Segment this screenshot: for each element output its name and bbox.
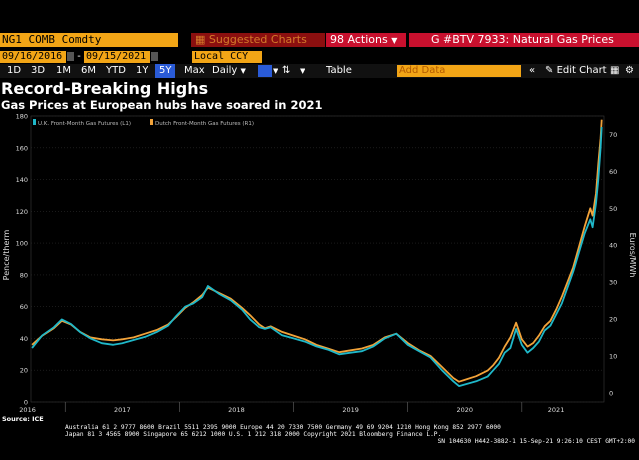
ticker-field[interactable]: NG1 COMB Comdty [0,33,178,47]
x-tick-label: 2018 [228,406,245,414]
chart-title: Record-Breaking Highs [1,79,209,98]
y-tick-label-right: 20 [609,315,617,323]
y-tick-label-right: 30 [609,279,617,287]
source-note: Source: ICE [2,415,44,423]
y-tick-label-left: 80 [20,271,28,279]
legend-swatch-uk [33,119,36,125]
y-ticks-left: 0 20 40 60 80 100 120 140 160 180 [16,113,28,407]
y-tick-label-right: 70 [609,131,617,139]
settings-icon[interactable]: ⚙ [625,65,634,76]
legend: U.K. Front-Month Gas Futures (L1) Dutch … [33,119,254,127]
range-1y[interactable]: 1Y [136,65,149,76]
range-6m[interactable]: 6M [81,65,96,76]
currency-select[interactable]: Local CCY [192,51,262,63]
add-data-input[interactable]: Add Data [397,65,521,77]
y-tick-label-right: 40 [609,242,617,250]
series-line-dutch [31,119,603,383]
x-tick-label: 2016 [19,406,36,414]
y-tick-label-left: 160 [16,144,28,152]
footer-line-3: SN 104630 H442-3882-1 15-Sep-21 9:26:10 … [437,438,635,445]
actions-button[interactable]: 98 Actions ▼ [326,33,406,47]
range-3d[interactable]: 3D [31,65,46,76]
y-tick-label-left: 0 [24,399,28,407]
grid [31,115,604,403]
y-ticks-right: 0 10 20 30 40 50 60 70 [609,131,617,397]
chart-svg: 0 20 40 60 80 100 120 140 160 180 0 10 20 30 40 50 60 70… [2,113,637,415]
series-line-uk [31,127,603,388]
range-ytd[interactable]: YTD [106,65,126,76]
y-tick-label-left: 40 [20,335,28,343]
calendar-icon[interactable] [67,52,74,61]
date-separator: - [76,51,82,62]
pencil-icon: ✎ [545,65,554,76]
options-icon[interactable]: ▦ [610,65,620,76]
plot-area [30,115,605,403]
collapse-icon[interactable]: « [529,65,536,76]
legend-label-uk: U.K. Front-Month Gas Futures (L1) [38,121,131,127]
actions-label: Actions [347,33,388,46]
y-tick-label-left: 20 [20,367,28,375]
start-date-field[interactable]: 09/16/2016 [0,51,66,63]
y-axis-label-left: Pence/therm [2,229,11,280]
dropdown-caret-icon: ▼ [240,67,246,75]
series-group [31,119,603,388]
x-tick-label: 2020 [456,406,473,414]
end-date-field[interactable]: 09/15/2021 [84,51,150,63]
chart-subtitle: Gas Prices at European hubs have soared … [1,98,323,112]
y-tick-label-right: 10 [609,352,617,360]
frequency-label: Daily [212,65,238,76]
line-chart-icon[interactable] [258,65,272,77]
suggested-charts-label: Suggested Charts [208,33,307,46]
actions-number-icon: 98 [330,33,344,46]
y-tick-label-right: 0 [609,389,613,397]
chart-type-caret-icon[interactable]: ▼ [273,67,279,75]
annotation-caret-icon[interactable]: ▼ [300,67,306,75]
y-tick-label-left: 140 [16,176,28,184]
calendar-icon-2[interactable] [151,52,158,61]
edit-chart-label: Edit Chart [556,65,607,76]
y-tick-label-left: 120 [16,208,28,216]
legend-label-dutch: Dutch Front-Month Gas Futures (R1) [155,121,254,127]
legend-swatch-dutch [150,119,153,125]
x-tick-label: 2021 [548,406,565,414]
y-axis-label-right: Euros/MWh [628,233,637,278]
y-tick-label-right: 60 [609,168,617,176]
y-tick-label-left: 100 [16,240,28,248]
y-tick-label-left: 180 [16,113,28,121]
x-tick-label: 2019 [342,406,359,414]
chart-id-title: G #BTV 7933: Natural Gas Prices [409,33,639,47]
footer-line-1: Australia 61 2 9777 8600 Brazil 5511 239… [65,424,501,431]
range-5y-selected[interactable]: 5Y [155,64,176,78]
chart-icon: ▦ [195,33,206,46]
y-tick-label-right: 50 [609,205,617,213]
frequency-select[interactable]: Daily ▼ [212,64,246,78]
dropdown-caret-icon: ▼ [391,36,398,45]
x-axis: 2016 2017 2018 2019 2020 2021 [19,402,564,414]
range-1d[interactable]: 1D [7,65,22,76]
table-button[interactable]: Table [326,65,352,76]
annotation-icon[interactable]: ⇅ [282,65,291,76]
x-tick-label: 2017 [114,406,131,414]
suggested-charts-button[interactable]: ▦ Suggested Charts [191,33,325,47]
range-1m[interactable]: 1M [56,65,71,76]
edit-chart-button[interactable]: ✎ Edit Chart [545,64,607,78]
range-max[interactable]: Max [184,65,205,76]
y-tick-label-left: 60 [20,303,28,311]
footer-line-2: Japan 81 3 4565 8900 Singapore 65 6212 1… [65,431,442,438]
